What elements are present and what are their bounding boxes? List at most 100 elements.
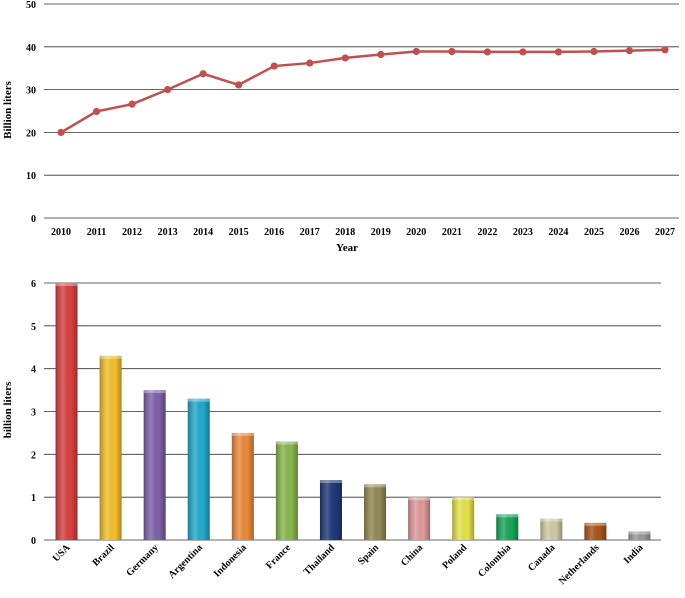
line-chart-point bbox=[306, 59, 314, 67]
bar-chart-x-tick-label: Poland bbox=[440, 542, 469, 571]
bar-chart-x-tick-label: Spain bbox=[356, 542, 381, 567]
bar bbox=[55, 283, 78, 540]
bar-top-highlight bbox=[143, 390, 166, 394]
bar bbox=[452, 497, 475, 540]
line-chart-x-tick-label: 2017 bbox=[300, 227, 320, 238]
bar-chart-x-tick-label: Canada bbox=[526, 542, 557, 573]
line-chart-x-tick-label: 2026 bbox=[619, 227, 639, 238]
bar-shading bbox=[55, 283, 78, 540]
bar-shading bbox=[496, 514, 519, 540]
bar-chart-bars bbox=[55, 283, 651, 540]
line-chart-point bbox=[625, 47, 634, 55]
bar bbox=[319, 480, 342, 540]
bar-shading bbox=[364, 484, 387, 540]
line-chart-point bbox=[341, 54, 349, 62]
bar-chart: 0 1 2 3 4 5 6 USA Brazil Germany Argentina Indones… bbox=[2, 279, 661, 587]
bar-chart-x-tick-label: Colombia bbox=[476, 542, 513, 579]
line-chart-x-ticks: 2010 2011 2012 2013 2014 2015 2016 2017 2018 2019… bbox=[51, 227, 675, 238]
line-chart-x-tick-label: 2011 bbox=[87, 227, 106, 238]
bar-top-highlight bbox=[496, 514, 519, 518]
bar-shading bbox=[628, 531, 651, 540]
line-chart-point bbox=[590, 47, 598, 56]
line-chart-x-tick-label: 2014 bbox=[193, 227, 213, 238]
line-chart-x-tick-label: 2027 bbox=[655, 227, 675, 238]
line-chart-x-tick-label: 2018 bbox=[335, 227, 355, 238]
line-chart-x-tick-label: 2016 bbox=[264, 227, 284, 238]
bar bbox=[584, 522, 607, 540]
bar-top-highlight bbox=[319, 480, 342, 484]
line-chart-x-tick-label: 2024 bbox=[548, 227, 568, 238]
line-chart-point bbox=[377, 50, 385, 59]
line-chart-point bbox=[270, 62, 278, 70]
bar-chart-x-ticks: USA Brazil Germany Argentina Indonesia France… bbox=[51, 542, 646, 587]
bar-chart-y-tick-label: 3 bbox=[31, 408, 36, 419]
bar-shading bbox=[584, 522, 607, 540]
line-chart-series bbox=[57, 46, 669, 136]
line-chart-point bbox=[661, 46, 669, 54]
line-chart-y-tick-label: 20 bbox=[26, 128, 36, 139]
line-chart-point bbox=[199, 70, 207, 78]
bar bbox=[628, 531, 651, 540]
bar-top-highlight bbox=[55, 283, 78, 286]
bar-chart-x-tick-label: Argentina bbox=[166, 542, 204, 580]
bar-shading bbox=[319, 480, 342, 540]
line-chart-x-tick-label: 2010 bbox=[51, 227, 71, 238]
bar-top-highlight bbox=[364, 484, 387, 488]
line-chart-point bbox=[92, 107, 101, 116]
bar-chart-x-tick-label: Thailand bbox=[302, 542, 338, 578]
bar bbox=[187, 398, 210, 540]
line-chart-x-tick-label: 2021 bbox=[442, 227, 462, 238]
bar bbox=[364, 484, 387, 540]
line-chart-point bbox=[128, 100, 136, 108]
line-chart-x-tick-label: 2023 bbox=[513, 227, 533, 238]
line-chart-x-tick-label: 2019 bbox=[371, 227, 391, 238]
line-chart-point bbox=[57, 128, 65, 136]
bar-chart-y-tick-label: 6 bbox=[31, 279, 36, 290]
bar-chart-y-axis-title: billion liters bbox=[2, 381, 14, 438]
line-chart-y-tick-label: 30 bbox=[26, 86, 36, 97]
bar-top-highlight bbox=[452, 497, 475, 501]
bar-shading bbox=[408, 497, 431, 540]
bar-shading bbox=[231, 432, 254, 540]
bar-top-highlight bbox=[187, 398, 210, 402]
bar-top-highlight bbox=[99, 355, 122, 359]
bar bbox=[275, 441, 298, 540]
bar bbox=[99, 355, 122, 540]
bar-chart-y-tick-label: 0 bbox=[31, 536, 36, 547]
bar-chart-x-tick-label: Germany bbox=[124, 542, 160, 578]
bar-top-highlight bbox=[231, 432, 254, 436]
line-chart-point bbox=[235, 81, 243, 89]
line-chart-point bbox=[483, 48, 491, 56]
bar-top-highlight bbox=[628, 531, 651, 535]
bar-chart-x-tick-label: China bbox=[399, 542, 425, 568]
line-chart-y-axis-title: Billion liters bbox=[2, 80, 14, 138]
bar-chart-y-tick-label: 4 bbox=[31, 365, 36, 376]
bar-shading bbox=[275, 441, 298, 540]
line-chart-x-tick-label: 2020 bbox=[406, 227, 426, 238]
bar-top-highlight bbox=[408, 497, 431, 501]
line-chart-y-tick-label: 0 bbox=[31, 214, 36, 225]
line-chart-x-tick-label: 2025 bbox=[584, 227, 604, 238]
bar-shading bbox=[540, 518, 563, 540]
line-chart-x-tick-label: 2022 bbox=[477, 227, 497, 238]
bar-chart-y-tick-label: 1 bbox=[31, 493, 36, 504]
line-chart-x-tick-label: 2012 bbox=[122, 227, 142, 238]
line-chart-x-axis-title: Year bbox=[336, 242, 358, 254]
bar-shading bbox=[452, 497, 475, 540]
line-chart-x-tick-label: 2015 bbox=[229, 227, 249, 238]
bar-shading bbox=[143, 390, 166, 540]
bar bbox=[143, 390, 166, 540]
line-chart-point bbox=[554, 48, 563, 56]
line-chart: 0 10 20 30 40 50 2010 2011 2012 2013 2014 2015 2016… bbox=[2, 0, 679, 254]
bar-chart-x-tick-label: Netherlands bbox=[557, 542, 602, 587]
line-chart-point bbox=[163, 86, 172, 94]
bar-chart-x-tick-label: Brazil bbox=[90, 542, 116, 568]
line-chart-y-tick-label: 40 bbox=[26, 43, 36, 54]
bar-chart-y-tick-label: 5 bbox=[31, 322, 36, 333]
line-chart-point bbox=[519, 48, 527, 56]
bar-chart-y-ticks: 0 1 2 3 4 5 6 bbox=[31, 279, 36, 547]
bar-top-highlight bbox=[540, 518, 563, 522]
bar bbox=[408, 497, 431, 540]
bar bbox=[231, 432, 254, 540]
